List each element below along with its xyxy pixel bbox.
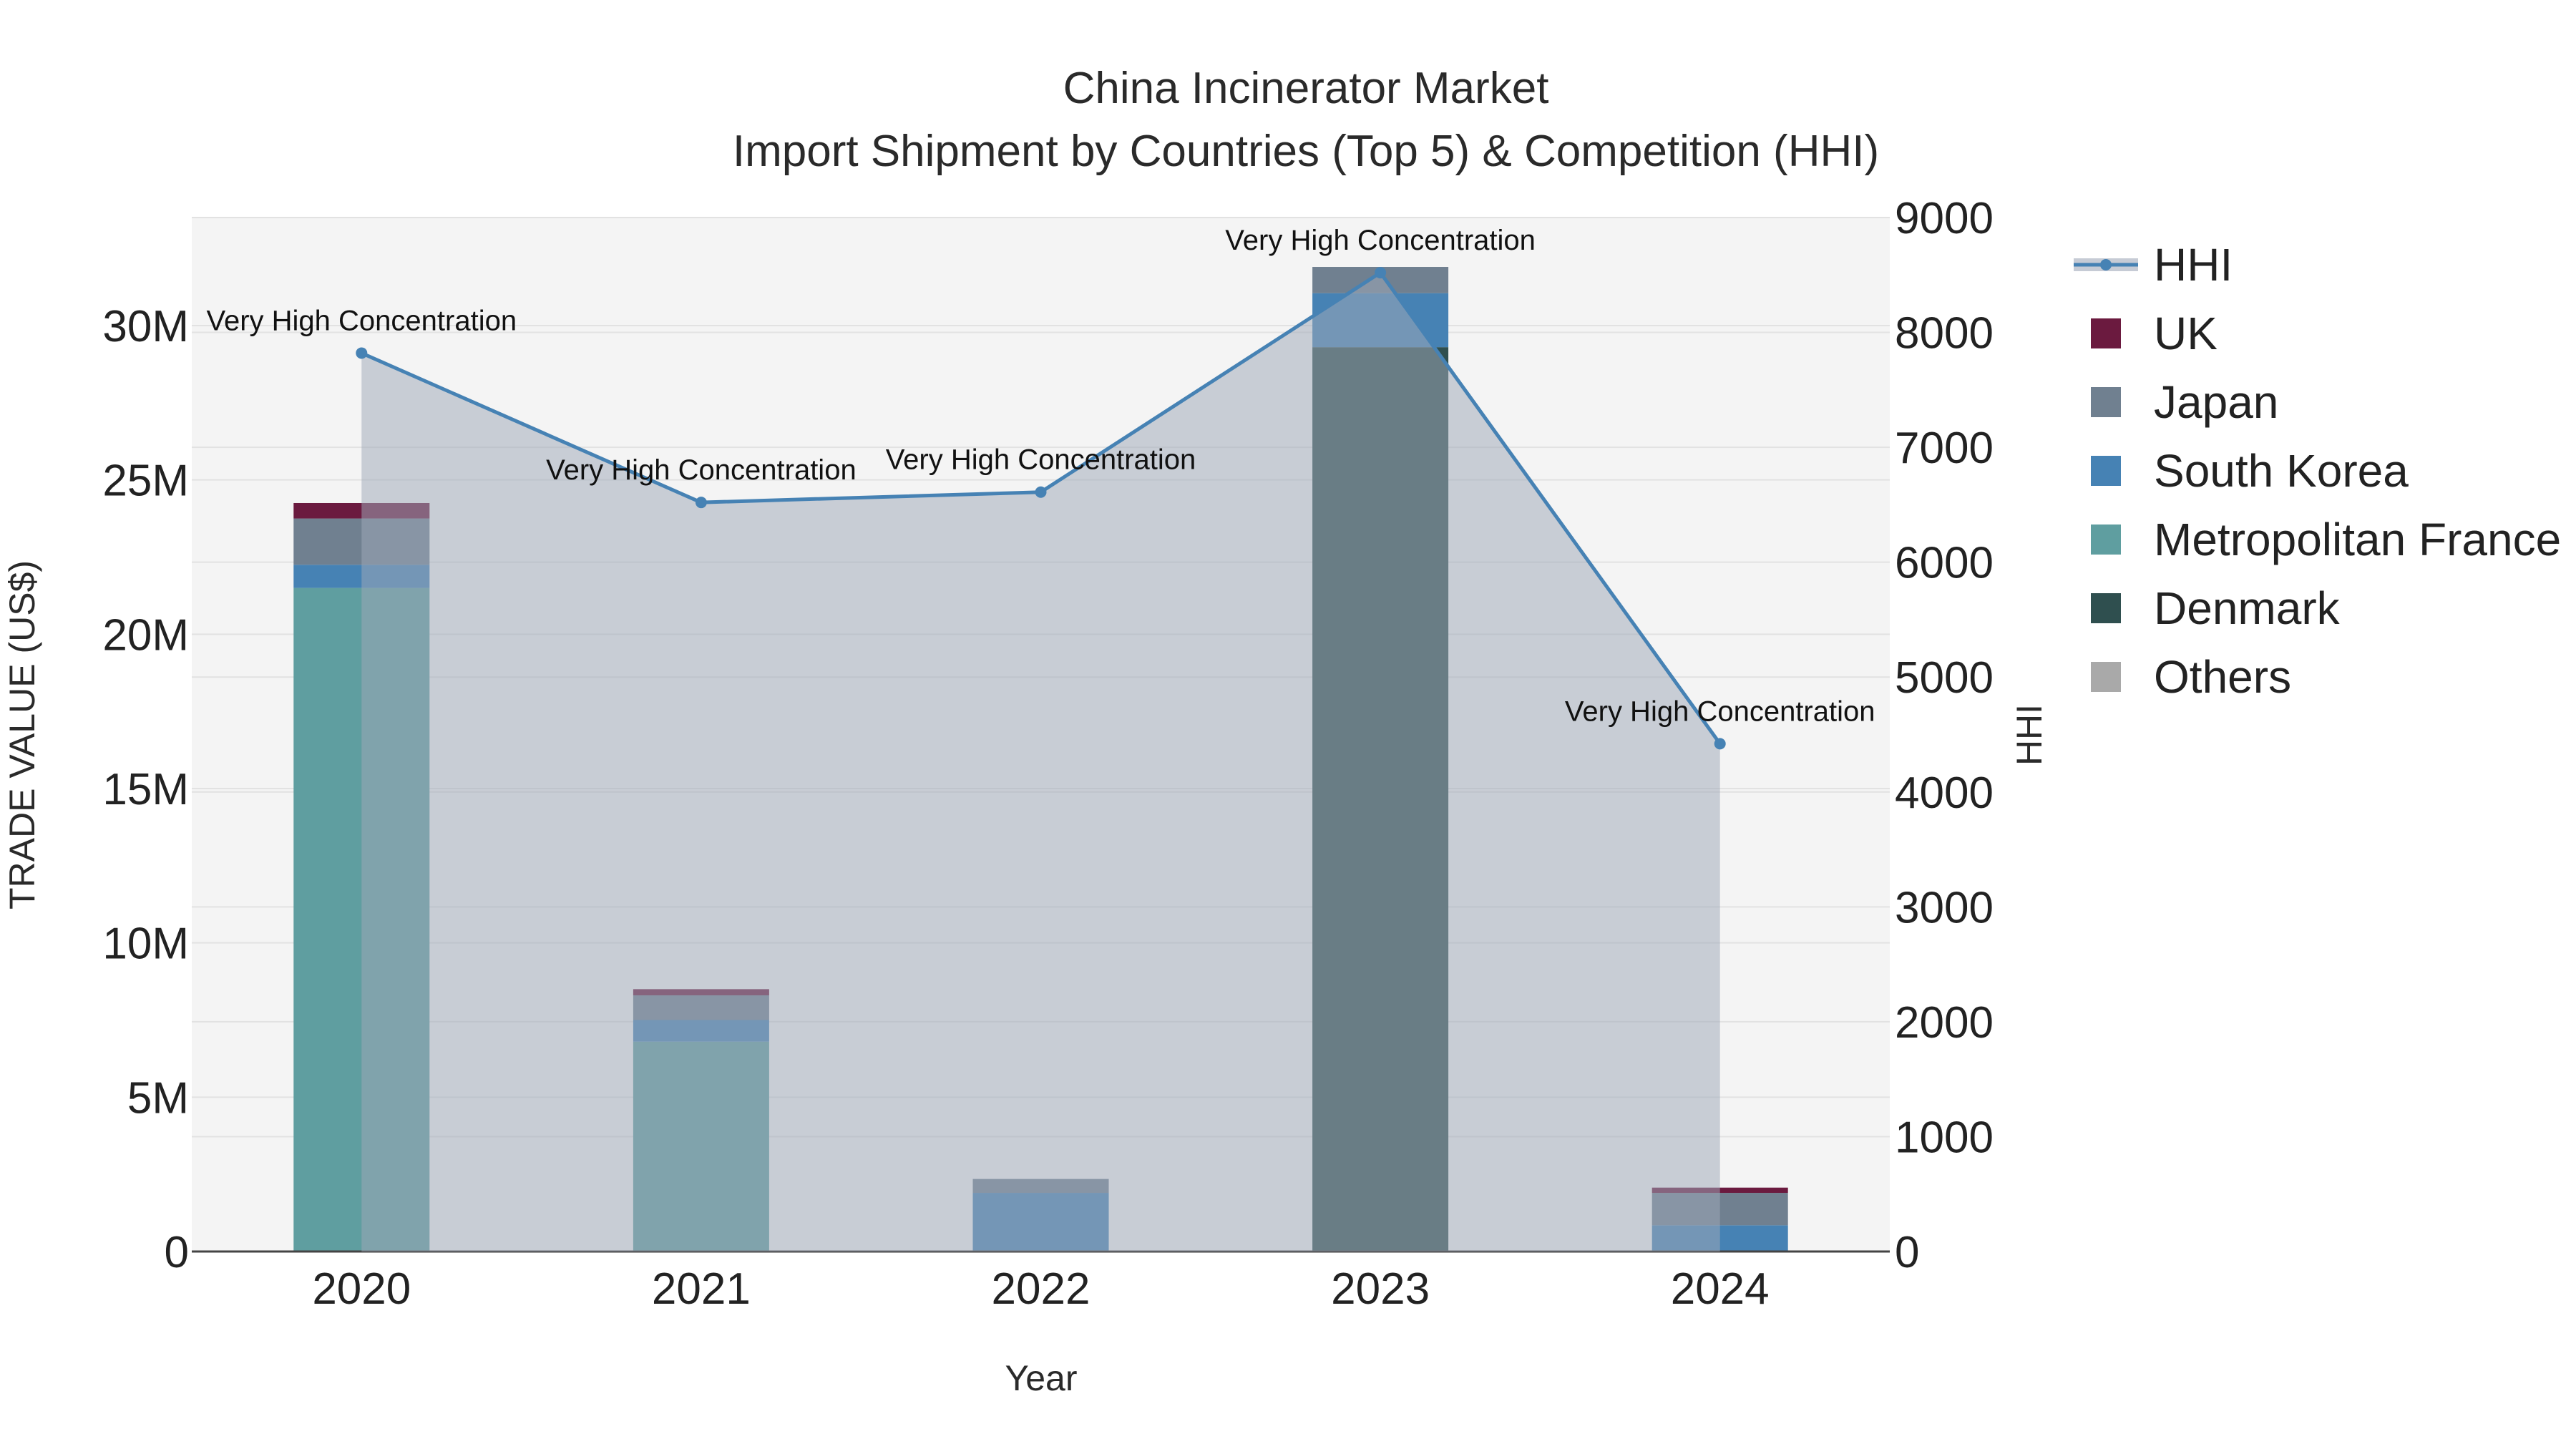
y2-axis-ticks: 0 1000 2000 3000 4000 5000 6000 7000 8000 9000 <box>1895 194 1994 1277</box>
hhi-point-2024 <box>1714 738 1726 750</box>
hhi-annotation-2024: Very High Concentration <box>1565 696 1875 727</box>
legend-swatch-hhi-marker <box>2100 259 2112 270</box>
y2-tick-label: 3000 <box>1895 883 1994 932</box>
x-tick-label: 2022 <box>992 1264 1091 1314</box>
y-tick-label: 25M <box>102 457 189 506</box>
hhi-point-2023 <box>1375 267 1387 279</box>
hhi-area <box>361 273 1720 1252</box>
y2-tick-label: 4000 <box>1895 769 1994 818</box>
y2-tick-label: 0 <box>1895 1228 1919 1277</box>
hhi-annotation-2021: Very High Concentration <box>546 454 857 486</box>
legend-swatch-denmark <box>2091 593 2121 623</box>
hhi-annotation-2023: Very High Concentration <box>1225 225 1536 256</box>
annotations-layer: Very High Concentration Very High Concent… <box>207 225 1875 727</box>
y2-tick-label: 1000 <box>1895 1113 1994 1162</box>
x-tick-label: 2023 <box>1331 1264 1430 1314</box>
legend-label-hhi: HHI <box>2154 239 2233 291</box>
y2-tick-label: 6000 <box>1895 539 1994 588</box>
y2-tick-label: 5000 <box>1895 653 1994 703</box>
y2-tick-label: 7000 <box>1895 424 1994 473</box>
x-axis-label: Year <box>1005 1358 1077 1398</box>
y2-tick-label: 9000 <box>1895 194 1994 243</box>
legend-swatch-metropolitan-france <box>2091 525 2121 555</box>
legend-label-japan: Japan <box>2154 376 2278 428</box>
hhi-point-2021 <box>695 497 707 509</box>
y-tick-label: 15M <box>102 765 189 814</box>
y-tick-label: 5M <box>127 1073 189 1123</box>
legend-label-others: Others <box>2154 651 2291 703</box>
legend-swatch-japan <box>2091 387 2121 417</box>
x-tick-label: 2020 <box>312 1264 411 1314</box>
legend: HHI UK Japan South Korea Metropolitan France… <box>2074 239 2561 703</box>
y-tick-label: 20M <box>102 610 189 660</box>
y2-tick-label: 8000 <box>1895 309 1994 358</box>
x-tick-label: 2021 <box>652 1264 751 1314</box>
legend-label-denmark: Denmark <box>2154 582 2341 634</box>
legend-label-south-korea: South Korea <box>2154 445 2409 497</box>
y-tick-label: 30M <box>102 302 189 351</box>
legend-swatch-others <box>2091 662 2121 692</box>
hhi-point-2022 <box>1035 486 1047 498</box>
x-tick-label: 2024 <box>1671 1264 1770 1314</box>
hhi-annotation-2022: Very High Concentration <box>886 444 1196 476</box>
y2-axis-label: HHI <box>2009 704 2049 766</box>
hhi-annotation-2020: Very High Concentration <box>207 305 517 336</box>
y-tick-label: 10M <box>102 919 189 969</box>
x-axis-ticks: 2020 2021 2022 2023 2024 <box>312 1264 1769 1314</box>
legend-label-uk: UK <box>2154 308 2218 359</box>
hhi-line-layer <box>356 267 1726 1252</box>
legend-label-metropolitan-france: Metropolitan France <box>2154 514 2561 565</box>
hhi-point-2020 <box>356 347 368 359</box>
chart-subtitle: Import Shipment by Countries (Top 5) & C… <box>733 127 1879 176</box>
legend-swatch-south-korea <box>2091 456 2121 486</box>
chart-title: China Incinerator Market <box>1063 64 1549 113</box>
y2-tick-label: 2000 <box>1895 998 1994 1048</box>
y-axis-label: TRADE VALUE (US$) <box>2 560 42 909</box>
y-axis-ticks: 0 5M 10M 15M 20M 25M 30M <box>102 302 189 1277</box>
y-tick-label: 0 <box>165 1228 189 1277</box>
legend-swatch-uk <box>2091 318 2121 348</box>
